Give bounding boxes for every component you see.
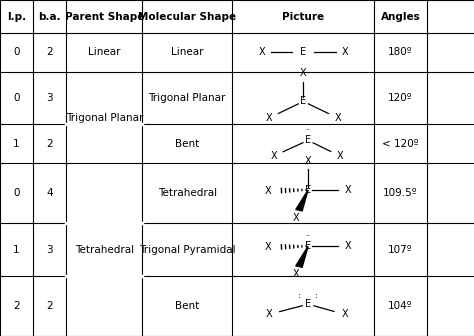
Text: X: X [345, 185, 352, 195]
Text: < 120º: < 120º [382, 139, 419, 149]
Text: Bent: Bent [175, 301, 200, 311]
Text: Linear: Linear [88, 47, 120, 57]
Text: b.a.: b.a. [38, 11, 61, 22]
Text: X: X [265, 113, 272, 123]
Text: X: X [264, 242, 271, 252]
Text: Tetrahedral: Tetrahedral [75, 245, 134, 255]
Text: 104º: 104º [388, 301, 413, 311]
Text: 120º: 120º [388, 93, 413, 103]
Text: 2: 2 [46, 47, 53, 57]
Text: E: E [305, 299, 311, 309]
Text: 2: 2 [46, 139, 53, 149]
Text: X: X [342, 47, 348, 57]
Text: ··: ·· [305, 126, 311, 135]
Text: 3: 3 [46, 245, 53, 255]
Text: l.p.: l.p. [7, 11, 26, 22]
Text: X: X [345, 241, 352, 251]
Text: Trigonal Planar: Trigonal Planar [65, 113, 143, 123]
Text: E: E [305, 135, 311, 145]
Text: E: E [301, 47, 306, 57]
Text: Angles: Angles [381, 11, 420, 22]
Text: 3: 3 [46, 93, 53, 103]
Text: X: X [305, 156, 311, 166]
Text: ··: ·· [305, 232, 311, 241]
Text: ·: · [298, 290, 301, 300]
Text: X: X [341, 309, 348, 320]
Text: 0: 0 [13, 188, 20, 198]
Text: Picture: Picture [283, 11, 324, 22]
Text: 1: 1 [13, 139, 20, 149]
Text: Trigonal Pyramidal: Trigonal Pyramidal [139, 245, 236, 255]
Polygon shape [296, 246, 308, 267]
Text: 109.5º: 109.5º [383, 188, 418, 198]
Text: Linear: Linear [171, 47, 203, 57]
Text: 180º: 180º [388, 47, 413, 57]
Text: ·: · [315, 293, 318, 303]
Text: ·: · [315, 290, 318, 300]
Text: X: X [293, 269, 300, 279]
Text: 2: 2 [13, 301, 20, 311]
Text: X: X [300, 69, 307, 79]
Text: X: X [258, 47, 265, 57]
Text: 4: 4 [46, 188, 53, 198]
Text: 2: 2 [46, 301, 53, 311]
Text: X: X [335, 113, 341, 123]
Text: X: X [270, 151, 277, 161]
Text: 1: 1 [13, 245, 20, 255]
Text: Parent Shape: Parent Shape [64, 11, 144, 22]
Text: ·: · [298, 293, 301, 303]
Text: Bent: Bent [175, 139, 200, 149]
Text: 0: 0 [13, 93, 20, 103]
Text: E: E [301, 96, 306, 107]
Text: E: E [305, 241, 311, 251]
Text: Trigonal Planar: Trigonal Planar [148, 93, 226, 103]
Text: X: X [266, 309, 272, 320]
Text: X: X [293, 213, 300, 223]
Text: X: X [337, 151, 344, 161]
Text: E: E [305, 185, 311, 195]
Text: 107º: 107º [388, 245, 413, 255]
Polygon shape [296, 190, 308, 211]
Text: 0: 0 [13, 47, 20, 57]
Text: Tetrahedral: Tetrahedral [158, 188, 217, 198]
Text: Molecular Shape: Molecular Shape [138, 11, 237, 22]
Text: X: X [264, 186, 271, 196]
